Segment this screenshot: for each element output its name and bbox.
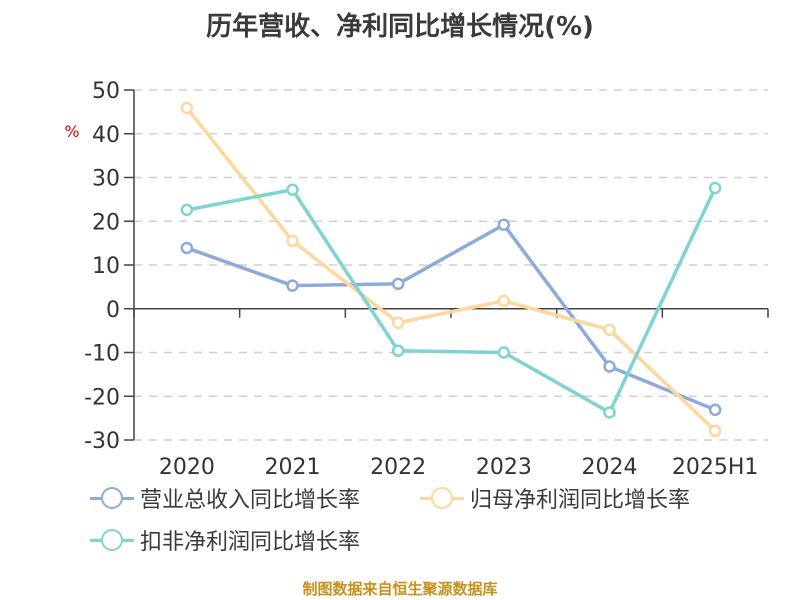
legend-label: 营业总收入同比增长率: [140, 488, 361, 513]
y-tick-label: 20: [92, 210, 120, 235]
legend-marker-icon: [90, 486, 134, 510]
data-point[interactable]: [286, 279, 299, 292]
x-tick-label: 2025H1: [672, 455, 759, 480]
data-point[interactable]: [603, 406, 616, 419]
series-line: [185, 106, 717, 433]
x-tick-label: 2022: [370, 455, 426, 480]
y-tick-label: -10: [84, 342, 120, 367]
y-tick-label: 40: [92, 123, 120, 148]
series-line: [186, 187, 717, 415]
legend-item-net-profit[interactable]: 归母净利润同比增长率: [420, 482, 690, 514]
chart-title: 历年营收、净利同比增长情况(%): [206, 12, 594, 42]
data-point[interactable]: [708, 424, 722, 438]
legend-label: 归母净利润同比增长率: [470, 488, 691, 513]
data-point[interactable]: [180, 101, 194, 115]
legend-marker-icon: [90, 528, 134, 552]
data-point[interactable]: [708, 403, 722, 417]
data-point[interactable]: [708, 181, 722, 195]
legend-marker-icon: [420, 486, 464, 510]
y-unit-label: %: [64, 122, 79, 141]
data-point[interactable]: [603, 360, 616, 373]
data-point[interactable]: [180, 203, 194, 217]
x-tick-label: 2023: [476, 455, 532, 480]
y-tick-label: -30: [84, 429, 120, 454]
y-tick-label: 50: [92, 79, 120, 104]
y-tick-label: 0: [106, 298, 120, 323]
x-tick-label: 2024: [582, 455, 638, 480]
data-point[interactable]: [391, 277, 405, 291]
x-tick-label: 2020: [159, 455, 215, 480]
y-tick-label: 10: [92, 254, 120, 279]
legend-item-deducted-net-profit[interactable]: 扣非净利润同比增长率: [90, 524, 360, 556]
data-point[interactable]: [391, 344, 405, 357]
legend-item-revenue[interactable]: 营业总收入同比增长率: [90, 482, 360, 514]
data-point[interactable]: [391, 316, 405, 329]
x-tick-label: 2021: [265, 455, 321, 480]
y-tick-label: -20: [84, 385, 120, 410]
data-point[interactable]: [497, 294, 511, 308]
data-point[interactable]: [286, 234, 299, 248]
y-tick-label: 30: [92, 167, 120, 192]
data-point[interactable]: [497, 218, 511, 231]
source-footer: 制图数据来自恒生聚源数据库: [302, 580, 498, 598]
legend-label: 扣非净利润同比增长率: [140, 530, 361, 555]
data-point[interactable]: [180, 241, 194, 255]
data-point[interactable]: [286, 183, 299, 196]
data-point[interactable]: [603, 323, 616, 336]
data-point[interactable]: [497, 346, 511, 359]
